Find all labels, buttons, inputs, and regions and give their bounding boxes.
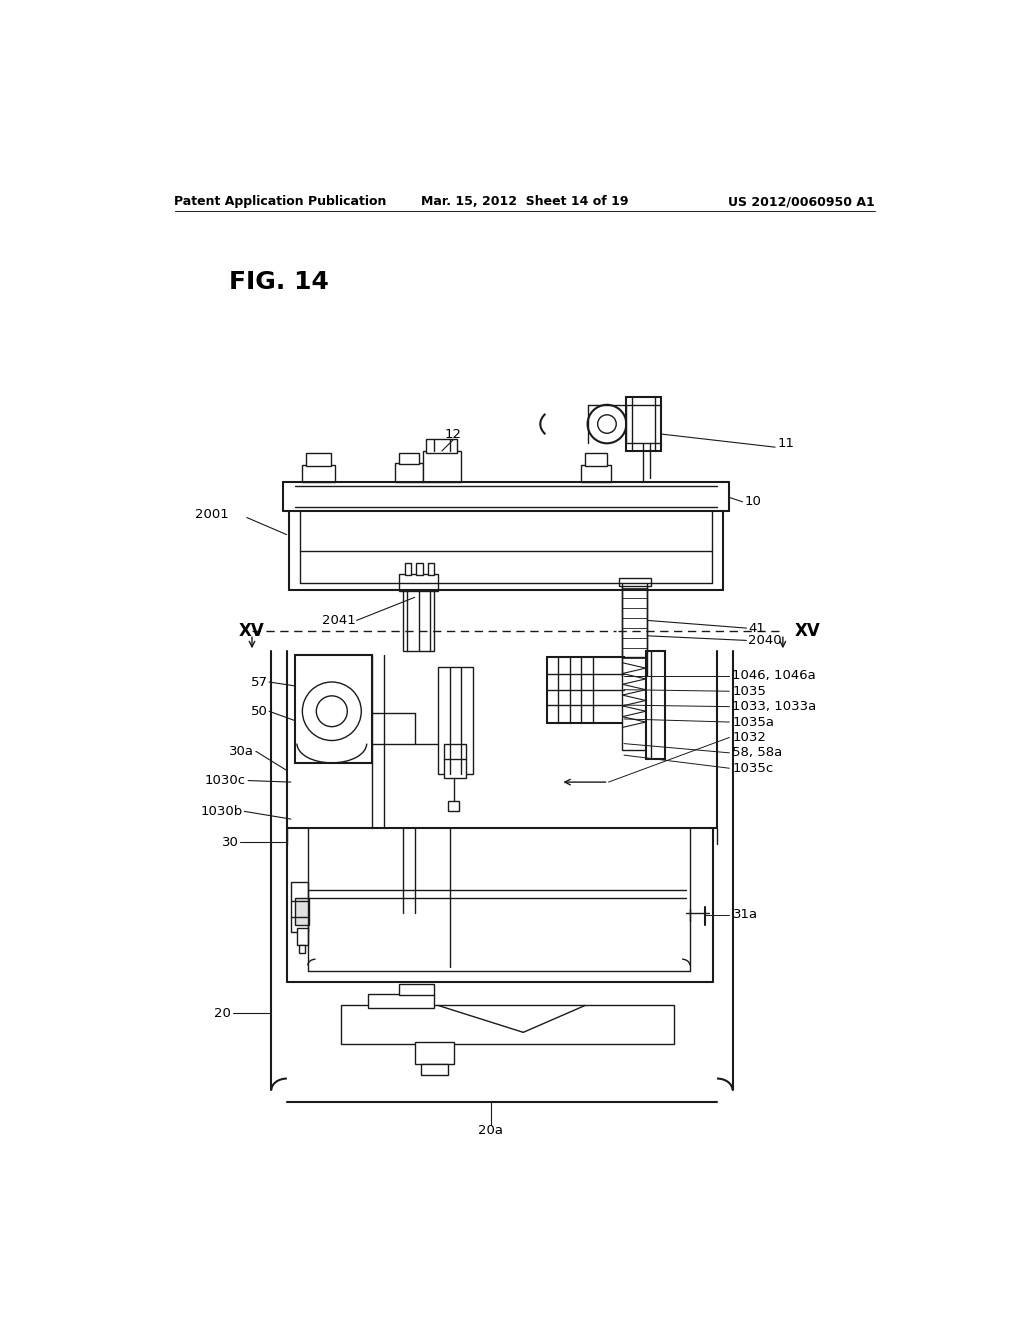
Bar [547, 657, 624, 723]
Text: 20: 20 [214, 1007, 231, 1019]
Text: 1035a: 1035a [732, 715, 774, 729]
Bar [627, 397, 662, 451]
Bar [415, 1043, 454, 1064]
Text: 12: 12 [445, 428, 462, 441]
Text: XV: XV [795, 622, 820, 640]
Text: 57: 57 [251, 676, 267, 689]
Text: 31a: 31a [732, 908, 758, 921]
Bar [404, 564, 411, 576]
Text: 1030b: 1030b [201, 805, 243, 818]
Bar [291, 882, 308, 932]
Text: 50: 50 [251, 705, 267, 718]
Text: 1033, 1033a: 1033, 1033a [732, 700, 817, 713]
Text: 30a: 30a [229, 744, 254, 758]
Bar [369, 994, 434, 1007]
Bar [586, 453, 607, 466]
Bar [302, 465, 335, 482]
Text: 2041: 2041 [322, 614, 355, 627]
Text: 2040: 2040 [748, 634, 781, 647]
Text: Mar. 15, 2012  Sheet 14 of 19: Mar. 15, 2012 Sheet 14 of 19 [421, 195, 629, 209]
Bar [623, 657, 646, 750]
Bar [623, 583, 647, 676]
Bar [403, 590, 434, 651]
Bar [297, 928, 308, 945]
Bar [428, 564, 434, 576]
Bar [646, 651, 665, 759]
Text: Patent Application Publication: Patent Application Publication [174, 195, 387, 209]
Bar [295, 655, 372, 763]
Bar [582, 465, 611, 482]
Bar [306, 453, 331, 466]
Text: 10: 10 [744, 495, 761, 508]
Text: 58, 58a: 58, 58a [732, 746, 782, 759]
Text: FIG. 14: FIG. 14 [228, 271, 329, 294]
Text: US 2012/0060950 A1: US 2012/0060950 A1 [728, 195, 876, 209]
Text: 30: 30 [222, 836, 239, 849]
Bar [438, 667, 473, 775]
Bar [399, 453, 419, 465]
Bar [426, 440, 458, 453]
Bar [444, 743, 466, 779]
Text: 1046, 1046a: 1046, 1046a [732, 669, 816, 682]
Bar [399, 983, 434, 995]
Text: 1035: 1035 [732, 685, 766, 698]
Text: 1035c: 1035c [732, 762, 774, 775]
Text: 20a: 20a [478, 1123, 503, 1137]
Bar [399, 574, 438, 591]
Bar [395, 462, 423, 482]
Text: 41: 41 [748, 622, 765, 635]
Text: 1032: 1032 [732, 731, 766, 744]
Bar [421, 1064, 449, 1076]
Bar [417, 564, 423, 576]
Text: 1030c: 1030c [205, 774, 246, 787]
Bar [299, 945, 305, 953]
Bar [449, 801, 459, 810]
Text: XV: XV [239, 622, 264, 640]
Text: 11: 11 [777, 437, 795, 450]
Text: 2001: 2001 [195, 508, 228, 520]
Bar [341, 1006, 675, 1044]
Bar [423, 451, 461, 482]
Bar [295, 898, 308, 924]
Bar [618, 578, 651, 586]
